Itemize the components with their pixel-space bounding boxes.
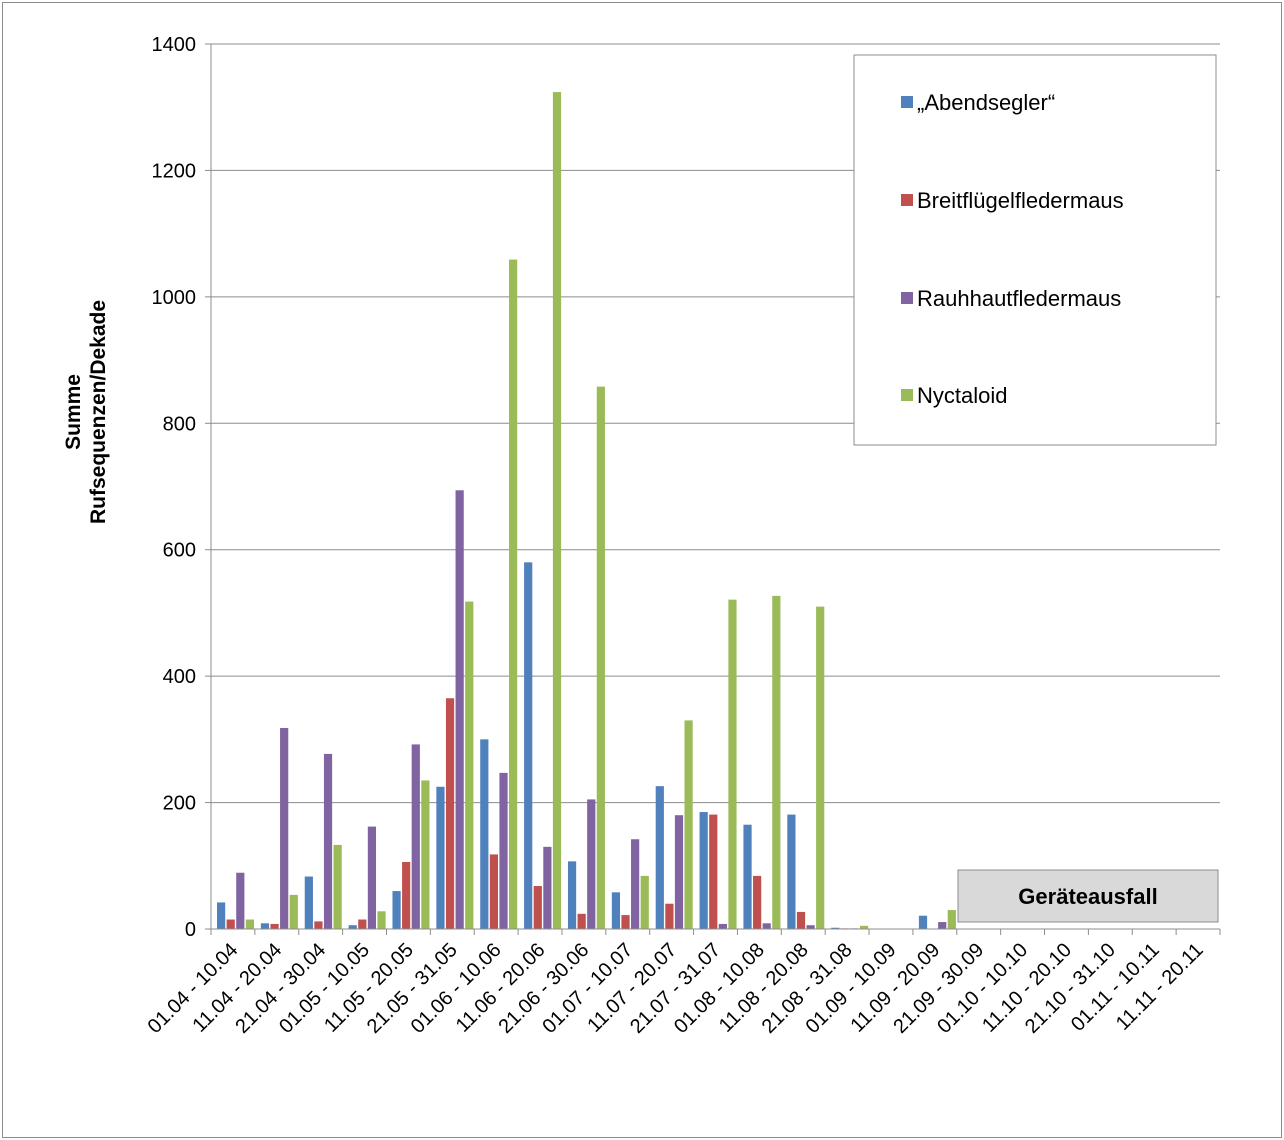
bar xyxy=(762,923,771,929)
legend-swatch xyxy=(901,194,913,206)
y-axis-label-line-2: Rufsequenzen/Dekade xyxy=(87,300,110,524)
bar xyxy=(348,925,357,929)
bar xyxy=(552,92,562,930)
bar xyxy=(772,595,781,929)
y-tick-label: 1200 xyxy=(152,160,197,182)
bar xyxy=(226,919,235,929)
bar xyxy=(655,786,664,929)
bar xyxy=(465,601,474,929)
bar xyxy=(236,872,245,929)
bar xyxy=(323,753,333,929)
y-tick-label: 800 xyxy=(163,413,196,435)
annotation-box: Geräteausfall xyxy=(957,869,1219,923)
bar xyxy=(806,925,815,929)
legend-entry: Breitflügelfledermaus xyxy=(917,188,1124,213)
bar xyxy=(718,923,727,929)
bar xyxy=(421,780,430,929)
bar xyxy=(304,876,313,929)
bar xyxy=(918,915,928,929)
bar xyxy=(587,799,596,929)
bar xyxy=(402,861,411,929)
y-tick-label: 600 xyxy=(163,540,196,562)
bar xyxy=(533,886,542,929)
bar xyxy=(499,772,508,929)
bar xyxy=(314,921,323,929)
legend-swatch xyxy=(901,96,913,108)
bar xyxy=(699,812,708,929)
bar xyxy=(796,911,806,929)
axes xyxy=(205,43,1221,935)
bar xyxy=(377,911,386,929)
bar xyxy=(816,606,825,929)
y-tick-label: 0 xyxy=(185,919,196,941)
bars xyxy=(217,92,956,930)
bar xyxy=(567,861,577,929)
y-tick-label: 400 xyxy=(163,666,196,688)
bar xyxy=(640,875,649,929)
legend-swatch xyxy=(901,292,913,304)
y-tick-label: 200 xyxy=(163,793,196,815)
bar xyxy=(392,891,401,929)
bar xyxy=(938,922,947,929)
bar xyxy=(411,744,420,929)
bar xyxy=(489,854,499,929)
bar xyxy=(596,386,605,929)
bar xyxy=(280,727,289,929)
bar xyxy=(289,894,298,929)
bar xyxy=(743,824,752,929)
bar xyxy=(509,259,518,930)
bar xyxy=(631,839,640,929)
bar xyxy=(859,925,869,929)
bar xyxy=(217,902,226,929)
bar xyxy=(367,826,377,929)
y-tick-labels: 0 200 400 600 800 1000 1200 1400 xyxy=(152,34,197,941)
bar xyxy=(455,490,464,929)
bar xyxy=(665,903,674,929)
y-axis-label-line-1: Summe xyxy=(62,374,85,450)
legend-entry: „Abendsegler“ xyxy=(917,90,1055,115)
bar xyxy=(524,562,533,929)
bar xyxy=(480,739,489,929)
bar xyxy=(709,814,718,929)
bar xyxy=(831,927,840,929)
bar xyxy=(621,915,630,929)
bar xyxy=(245,919,254,929)
bar xyxy=(728,599,737,929)
bar xyxy=(260,923,270,929)
bar xyxy=(358,919,367,929)
bar xyxy=(445,698,455,929)
bar xyxy=(611,892,621,929)
bar xyxy=(543,846,552,929)
y-tick-label: 1400 xyxy=(152,34,197,56)
bar xyxy=(436,786,445,929)
bar xyxy=(270,923,279,929)
annotation-text: Geräteausfall xyxy=(1018,884,1157,909)
bar xyxy=(947,910,956,929)
legend-entry: Nyctaloid xyxy=(917,383,1007,408)
legend: „Abendsegler“ Breitflügelfledermaus Rauhha… xyxy=(853,54,1217,446)
bar xyxy=(787,814,796,929)
bar xyxy=(684,720,693,929)
bar xyxy=(333,844,342,929)
legend-entry: Rauhhautfledermaus xyxy=(917,286,1121,311)
legend-swatch xyxy=(901,389,913,401)
bar xyxy=(753,875,762,929)
bar xyxy=(674,815,684,929)
bar xyxy=(577,913,586,929)
y-tick-label: 1000 xyxy=(152,287,197,309)
